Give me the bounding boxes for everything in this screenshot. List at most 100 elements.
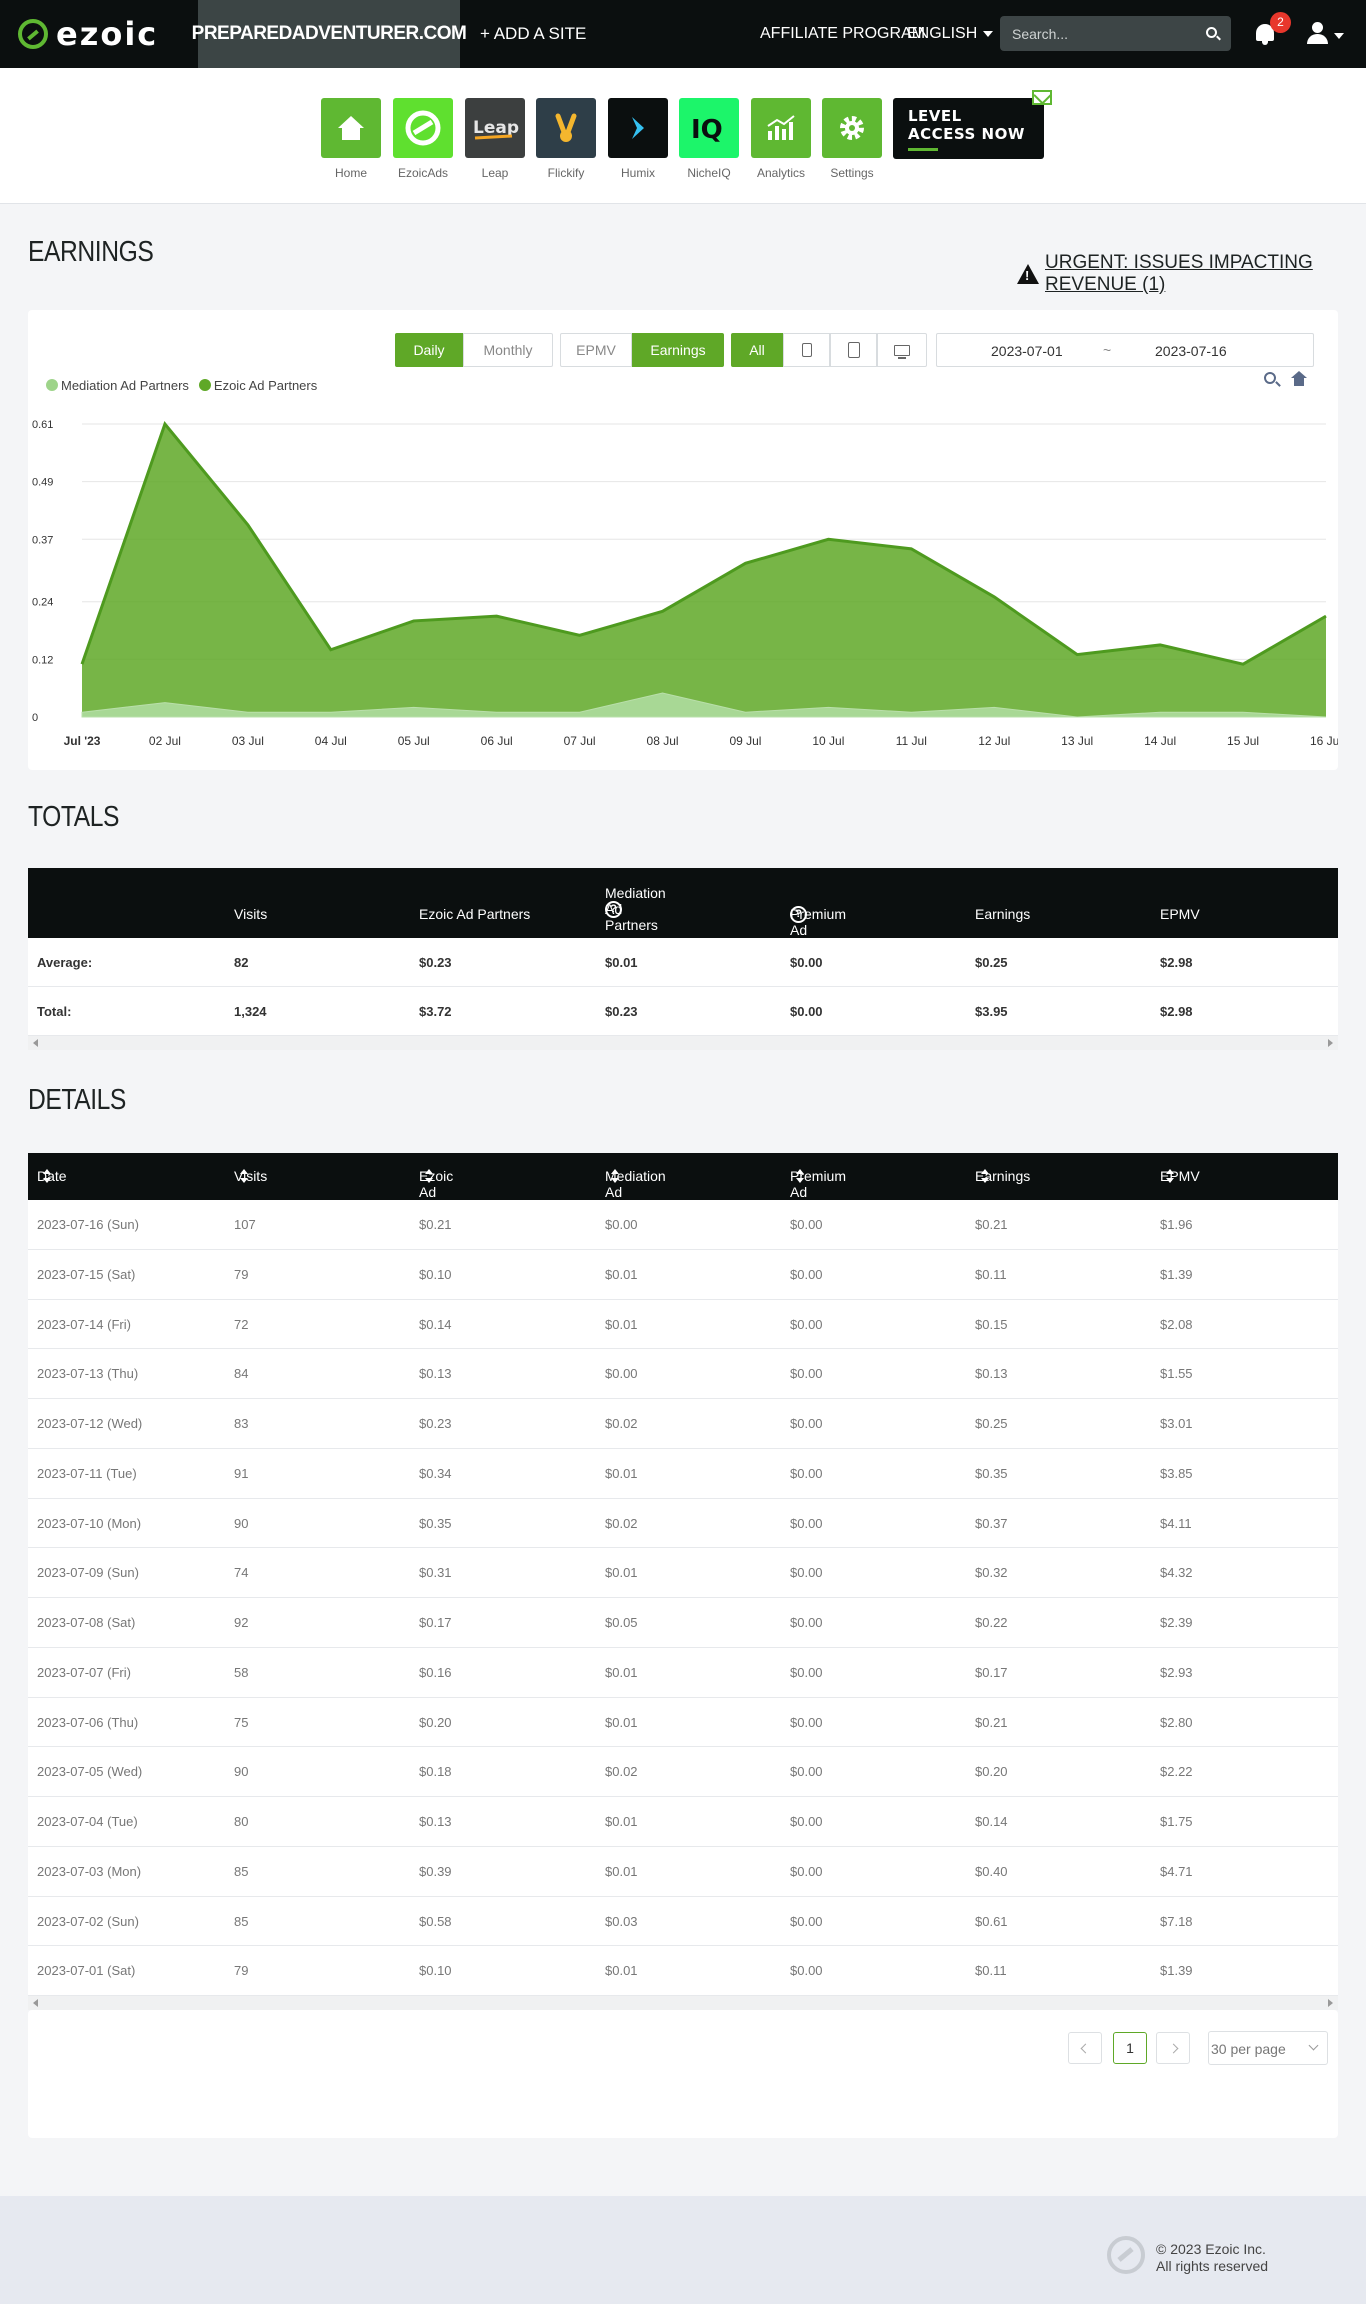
x-tick-label: 13 Jul [1061,734,1093,748]
zoom-icon[interactable] [1264,372,1276,384]
x-tick-label: 02 Jul [149,734,181,748]
series-ezoic-area [82,424,1326,717]
totals-scrollbar[interactable] [28,1036,1338,1050]
table-cell: 2023-07-02 (Sun) [37,1913,139,1929]
table-cell: 80 [234,1814,249,1829]
details-header: Date Visits Ezoic Ad Partners Mediation … [28,1153,1338,1216]
table-cell: $4.71 [1160,1863,1193,1879]
mail-icon[interactable] [1032,90,1052,105]
details-scrollbar[interactable] [28,1996,1338,2010]
table-cell: $0.31 [419,1565,452,1581]
table-cell: 79 [234,1963,249,1979]
y-tick-label: 0.61 [32,419,53,431]
legend-mediation[interactable]: Mediation Ad Partners [46,378,189,393]
totals-title: TOTALS [28,801,120,833]
gear-icon [822,98,882,158]
table-cell: $0.21 [975,1714,1008,1730]
app-leap[interactable]: Leap Leap [465,98,525,180]
per-page-select[interactable]: 30 per page [1208,2031,1328,2065]
app-analytics[interactable]: Analytics [751,98,811,180]
table-cell: 90 [234,1515,249,1531]
app-nicheiq[interactable]: IQ NicheIQ [679,98,739,180]
table-cell: 2023-07-16 (Sun) [37,1217,139,1232]
table-row: 2023-07-04 (Tue) 80 $0.13 $0.01 $0.00 $0.14 $1… [28,1797,1338,1847]
ezoic-logo[interactable]: ezoic [18,15,158,53]
prev-page-button[interactable] [1068,2032,1102,2064]
app-settings[interactable]: Settings [822,98,882,180]
level-line1: LEVEL [908,107,962,125]
table-cell: $0.00 [605,1217,638,1232]
device-mobile-toggle[interactable] [783,333,830,367]
table-row: 2023-07-02 (Sun) 85 $0.58 $0.03 $0.00 $0.61 $7… [28,1896,1338,1947]
page-1-button[interactable]: 1 [1113,2032,1147,2064]
device-desktop-toggle[interactable] [877,333,927,367]
table-cell: $0.22 [975,1615,1008,1630]
x-tick-label: 08 Jul [647,734,679,748]
device-all-toggle[interactable]: All [731,333,783,367]
table-cell: $0.61 [975,1913,1008,1929]
site-selector[interactable]: PREPAREDADVENTURER.COM [192,0,467,68]
table-cell: $0.00 [790,1963,823,1979]
app-label: Humix [620,166,655,180]
date-separator: ~ [1103,342,1112,358]
user-icon[interactable] [1306,22,1328,46]
app-flickify[interactable]: Flickify [536,98,596,180]
y-tick-label: 0.12 [32,654,53,666]
iq-icon: IQ [679,98,739,158]
help-icon[interactable]: ? [605,901,622,918]
level-access-button[interactable]: LEVEL ACCESS NOW [893,98,1044,159]
table-cell: $4.11 [1160,1515,1192,1531]
app-humix[interactable]: Humix [608,98,668,180]
urgent-issues-link[interactable]: URGENT: ISSUES IMPACTING REVENUE (1) [1017,252,1366,296]
date-range-picker[interactable]: 2023-07-01 ~ 2023-07-16 [936,333,1314,367]
app-ezoicads[interactable]: EzoicAds [393,98,453,180]
legend-ezoic[interactable]: Ezoic Ad Partners [198,378,317,393]
reset-zoom-home-icon[interactable] [1291,371,1307,387]
table-cell: $0.35 [975,1465,1008,1481]
device-tablet-toggle[interactable] [830,333,877,367]
search-input[interactable] [1012,16,1192,51]
language-selector[interactable]: ENGLISH [907,25,994,43]
pagination-card [28,2010,1338,2138]
table-cell: $0.15 [975,1316,1008,1332]
table-row: 2023-07-16 (Sun) 107 $0.21 $0.00 $0.00 $0.21 $… [28,1200,1338,1250]
app-home[interactable]: Home [321,98,381,180]
totals-header-ezoic: Ezoic Ad Partners [419,906,531,922]
x-tick-label: 11 Jul [896,734,927,748]
y-tick-label: 0.37 [32,534,53,546]
table-row: 2023-07-13 (Thu) 84 $0.13 $0.00 $0.00 $0.13 $1… [28,1349,1338,1399]
table-cell: $4.32 [1160,1565,1193,1581]
next-page-button[interactable] [1156,2032,1190,2064]
footer: © 2023 Ezoic Inc. All rights reserved [0,2196,1366,2304]
table-cell: 82 [234,955,249,970]
table-cell: $0.34 [419,1465,452,1481]
table-row: 2023-07-05 (Wed) 90 $0.18 $0.02 $0.00 $0.20 $2… [28,1747,1338,1797]
add-site-link[interactable]: + ADD A SITE [480,24,587,43]
chevron-left-icon [1080,2043,1090,2053]
user-caret-icon[interactable] [1334,33,1344,39]
y-tick-label: 0 [32,712,38,724]
app-label: Leap [481,166,509,180]
table-cell: $0.11 [975,1266,1007,1282]
app-label: Flickify [547,166,585,180]
table-cell: $1.39 [1160,1963,1193,1979]
table-cell: 2023-07-05 (Wed) [37,1764,143,1780]
table-cell: $3.85 [1160,1465,1193,1481]
table-cell: $0.00 [790,955,823,970]
sort-icon [43,1168,51,1184]
earnings-toggle[interactable]: Earnings [632,333,724,367]
help-icon[interactable]: ? [790,906,807,923]
epmv-toggle[interactable]: EPMV [560,333,632,367]
table-cell: $0.00 [790,1814,823,1829]
sort-icon [240,1168,248,1184]
table-cell: Total: [37,1004,72,1019]
monthly-toggle[interactable]: Monthly [463,333,553,367]
series-mediation-area [81,692,1327,718]
table-cell: $1.96 [1160,1217,1193,1232]
table-cell: $0.02 [605,1764,638,1780]
bell-icon[interactable] [1254,22,1276,46]
search-icon[interactable] [1206,27,1217,38]
affiliate-program-link[interactable]: AFFILIATE PROGRAM [760,25,926,42]
table-cell: $0.01 [605,1316,638,1332]
daily-toggle[interactable]: Daily [395,333,463,367]
